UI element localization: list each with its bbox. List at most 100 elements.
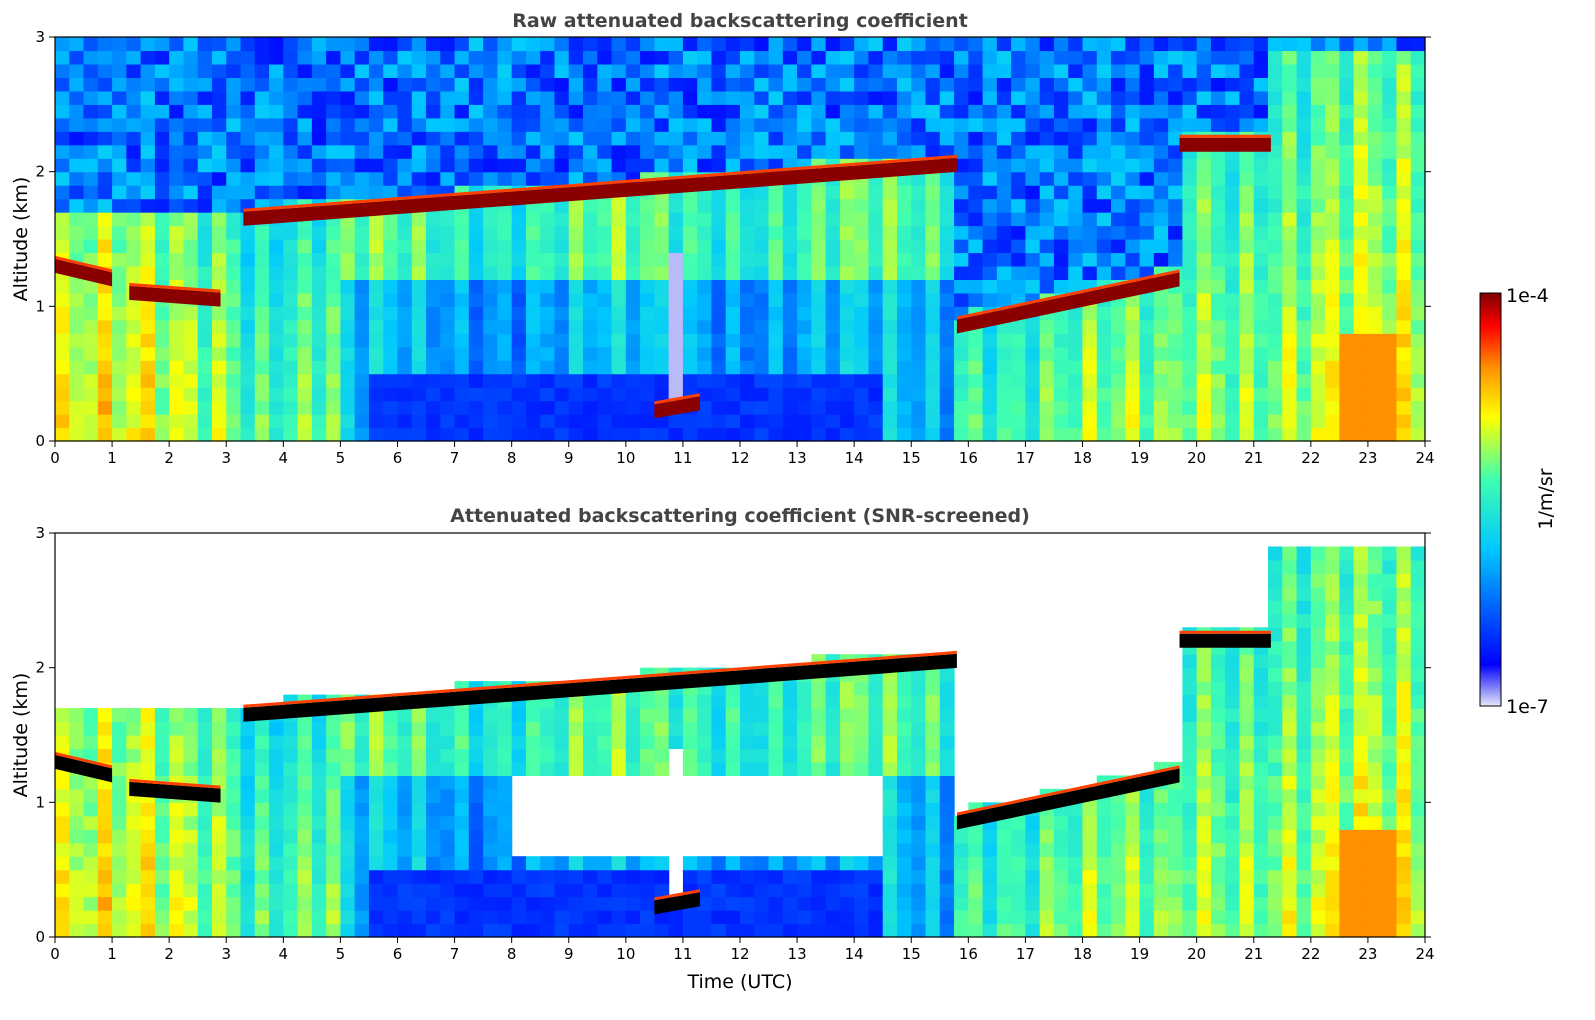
heatmap-cell (497, 333, 513, 348)
heatmap-cell (782, 694, 798, 709)
heatmap-cell (1268, 761, 1283, 776)
heatmap-cell (468, 158, 484, 173)
heatmap-cell (1225, 37, 1241, 52)
heatmap-cell (754, 279, 770, 294)
heatmap-cell (55, 815, 70, 830)
heatmap-cell (183, 90, 199, 105)
heatmap-cell (483, 50, 498, 65)
x-tick-label: 24 (1415, 945, 1434, 963)
heatmap-cell (668, 708, 684, 723)
heatmap-cell (269, 842, 284, 857)
heatmap-cell (1053, 414, 1069, 429)
heatmap-cell (1182, 158, 1198, 173)
heatmap-cell (797, 198, 812, 213)
heatmap-cell (1168, 319, 1183, 334)
heatmap-cell (1011, 265, 1027, 280)
x-tick-label: 10 (616, 449, 635, 467)
heatmap-cell (797, 239, 812, 254)
heatmap-cell (1125, 842, 1141, 857)
heatmap-cell (625, 239, 641, 254)
heatmap-cell (254, 90, 270, 105)
heatmap-cell (1168, 90, 1183, 105)
heatmap-cell (711, 910, 727, 925)
heatmap-cell (982, 239, 998, 254)
heatmap-cell (254, 802, 270, 817)
heatmap-cell (839, 721, 855, 736)
heatmap-cell (668, 198, 684, 213)
heatmap-cell (1353, 319, 1369, 334)
heatmap-cell (939, 50, 955, 65)
heatmap-cell (97, 212, 113, 227)
heatmap-cell (1310, 600, 1326, 615)
heatmap-cell (283, 829, 299, 844)
heatmap-cell (1096, 185, 1112, 200)
heatmap-cell (1296, 613, 1312, 628)
heatmap-cell (112, 842, 127, 857)
heatmap-cell (982, 923, 998, 938)
heatmap-cell (1082, 77, 1098, 92)
heatmap-cell (1296, 856, 1312, 871)
heatmap-cell (55, 775, 70, 790)
heatmap-cell (311, 346, 327, 361)
heatmap-cell (311, 815, 327, 830)
y-tick-label: 3 (35, 524, 45, 542)
heatmap-cell (583, 279, 598, 294)
heatmap-cell (1153, 815, 1169, 830)
heatmap-cell (1253, 158, 1269, 173)
heatmap-cell (968, 883, 984, 898)
heatmap-cell (568, 333, 584, 348)
heatmap-cell (440, 225, 456, 240)
heatmap-cell (69, 212, 85, 227)
heatmap-cell (554, 90, 570, 105)
heatmap-cell (797, 144, 812, 159)
heatmap-cell (1282, 896, 1298, 911)
heatmap-cell (968, 373, 984, 388)
heatmap-cell (782, 117, 798, 132)
heatmap-cell (1039, 373, 1055, 388)
heatmap-cell (597, 63, 613, 78)
heatmap-cell (97, 829, 113, 844)
heatmap-cell (1025, 185, 1041, 200)
heatmap-cell (1310, 667, 1326, 682)
heatmap-cell (511, 77, 527, 92)
heatmap-cell (1325, 896, 1340, 911)
heatmap-cell (925, 265, 941, 280)
heatmap-cell (568, 50, 584, 65)
heatmap-cell (711, 77, 727, 92)
heatmap-cell (1310, 627, 1326, 642)
heatmap-cell (311, 37, 327, 52)
heatmap-cell (126, 90, 142, 105)
heatmap-cell (411, 37, 427, 52)
heatmap-cell (354, 104, 370, 119)
heatmap-cell (1039, 842, 1055, 857)
heatmap-cell (311, 761, 327, 776)
heatmap-cell (1125, 198, 1141, 213)
heatmap-cell (1096, 104, 1112, 119)
heatmap-cell (240, 90, 256, 105)
heatmap-cell (454, 829, 470, 844)
heatmap-cell (854, 252, 870, 267)
heatmap-cell (540, 117, 556, 132)
heatmap-cell (568, 373, 584, 388)
heatmap-cell (454, 279, 470, 294)
heatmap-cell (839, 346, 855, 361)
heatmap-cell (468, 414, 484, 429)
heatmap-cell (468, 788, 484, 803)
heatmap-cell (1225, 654, 1241, 669)
heatmap-cell (554, 735, 570, 750)
heatmap-cell (668, 117, 684, 132)
heatmap-cell (1282, 400, 1298, 415)
heatmap-cell (1410, 910, 1426, 925)
heatmap-cell (1367, 721, 1383, 736)
heatmap-cell (896, 117, 912, 132)
heatmap-cell (625, 708, 641, 723)
heatmap-cell (397, 185, 413, 200)
heatmap-cell (368, 292, 384, 307)
heatmap-cell (583, 373, 598, 388)
heatmap-cell (1296, 265, 1312, 280)
heatmap-cell (297, 373, 313, 388)
heatmap-cell (511, 117, 527, 132)
heatmap-cell (797, 896, 812, 911)
heatmap-cell (583, 761, 598, 776)
heatmap-cell (1410, 869, 1426, 884)
